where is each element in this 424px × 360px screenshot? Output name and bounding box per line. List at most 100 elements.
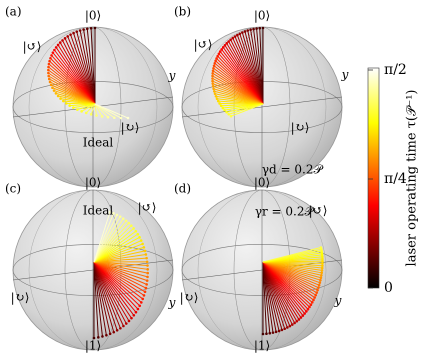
trajectory-point [215, 57, 218, 60]
state-label: |↻⟩ [11, 291, 30, 305]
trajectory-point [141, 298, 144, 301]
trajectory-point [320, 276, 323, 279]
trajectory-point [222, 107, 225, 110]
trajectory-point [59, 41, 62, 44]
trajectory-point [80, 110, 83, 113]
trajectory-point [136, 233, 139, 236]
trajectory-point [319, 281, 322, 284]
trajectory-point [48, 63, 51, 66]
trajectory-point [213, 90, 216, 93]
trajectory-point [57, 95, 60, 98]
trajectory-point [105, 334, 108, 337]
panel-label: (c) [5, 182, 21, 196]
trajectory-point [246, 29, 249, 32]
trajectory-point [66, 35, 69, 38]
trajectory-point [265, 332, 268, 335]
trajectory-point [211, 82, 214, 85]
trajectory-point [112, 331, 115, 334]
trajectory-point [212, 70, 215, 73]
trajectory-point [52, 51, 55, 54]
trajectory-point [214, 92, 217, 95]
trajectory-point [146, 279, 149, 282]
trajectory-point [50, 84, 53, 87]
trajectory-point [300, 316, 303, 319]
state-label: |0⟩ [254, 9, 270, 23]
trajectory-point [321, 264, 324, 267]
trajectory-point [90, 113, 93, 116]
trajectory-point [48, 60, 51, 63]
state-label: |1⟩ [254, 339, 270, 353]
trajectory-point [119, 327, 122, 330]
trajectory-point [211, 77, 214, 80]
annotation: Ideal [83, 204, 114, 218]
trajectory-point [140, 301, 143, 304]
trajectory-point [72, 106, 75, 109]
trajectory-point [144, 250, 147, 253]
trajectory-point [101, 115, 104, 118]
trajectory-point [146, 268, 149, 271]
trajectory-point [122, 325, 125, 328]
trajectory-point [211, 72, 214, 75]
trajectory-point [51, 86, 54, 89]
trajectory-point [217, 100, 220, 103]
trajectory-point [218, 102, 221, 105]
trajectory-point [68, 104, 71, 107]
trajectory-point [53, 89, 56, 92]
trajectory-point [227, 113, 230, 116]
trajectory-point [146, 261, 149, 264]
trajectory-point [141, 243, 144, 246]
trajectory-point [48, 78, 51, 81]
trajectory-point [307, 308, 310, 311]
trajectory-point [293, 322, 296, 325]
annotation: γd = 0.2𝒫 [262, 163, 324, 177]
trajectory-point [252, 28, 255, 31]
trajectory-point [212, 67, 215, 70]
trajectory-point [291, 323, 294, 326]
trajectory-point [59, 97, 62, 100]
trajectory-point [320, 274, 323, 277]
trajectory-point [143, 294, 146, 297]
trajectory-point [223, 109, 226, 112]
state-label: |↺⟩ [138, 201, 157, 215]
trajectory-point [127, 117, 130, 120]
trajectory-point [305, 310, 308, 313]
trajectory-point [216, 55, 219, 58]
trajectory-point [320, 272, 323, 275]
colorbar [368, 68, 379, 288]
trajectory-point [314, 294, 317, 297]
trajectory-point [53, 49, 56, 52]
state-label: |↻⟩ [180, 291, 199, 305]
trajectory-point [128, 320, 131, 323]
trajectory-point [122, 217, 125, 220]
trajectory-point [311, 301, 314, 304]
trajectory-point [262, 27, 265, 30]
trajectory-point [57, 44, 60, 47]
trajectory-point [125, 219, 128, 222]
trajectory-point [275, 331, 278, 334]
trajectory-point [69, 33, 72, 36]
trajectory-point [95, 114, 98, 117]
trajectory-point [143, 246, 146, 249]
panel-label: (a) [5, 5, 22, 19]
trajectory-point [296, 320, 299, 323]
trajectory-point [313, 296, 316, 299]
trajectory-point [289, 325, 292, 328]
colorbar-tick-label: π/4 [384, 171, 407, 187]
state-label: |0⟩ [85, 176, 101, 190]
trajectory-point [145, 257, 148, 260]
state-label: |0⟩ [254, 176, 270, 190]
trajectory-point [119, 215, 122, 218]
trajectory-point [82, 28, 85, 31]
trajectory-point [65, 102, 68, 105]
trajectory-point [238, 32, 241, 35]
trajectory-point [312, 299, 315, 302]
trajectory-point [49, 81, 52, 84]
axis-label: y [168, 69, 176, 83]
trajectory-point [230, 115, 233, 118]
trajectory-point [286, 326, 289, 329]
trajectory-point [229, 38, 232, 41]
trajectory-point [219, 50, 222, 53]
trajectory-point [47, 66, 50, 69]
colorbar-tick-label: 0 [384, 280, 393, 296]
trajectory-point [241, 31, 244, 34]
